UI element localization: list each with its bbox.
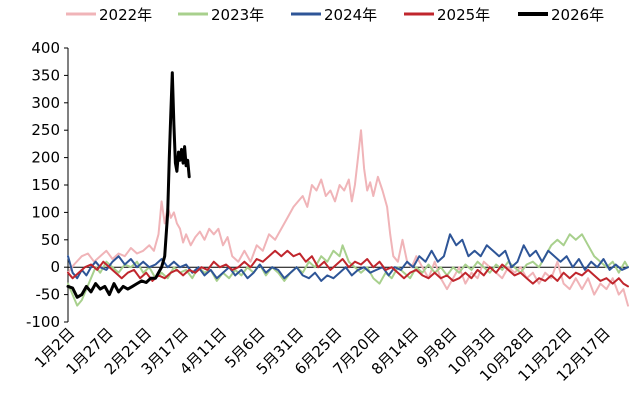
series-line-3 [67, 249, 629, 288]
y-tick-label: 250 [31, 121, 60, 139]
series-line-1 [67, 233, 629, 307]
y-tick-label: 300 [31, 94, 60, 112]
y-axis: -100 -50 0 50 100 150 200 250 300 350 400 [26, 39, 69, 331]
legend-label: 2025年 [437, 6, 490, 24]
plot-area [66, 71, 629, 307]
y-tick-label: 400 [31, 39, 60, 57]
series-line-4 [66, 71, 191, 299]
legend-label: 2023年 [211, 6, 264, 24]
y-tick-label: 100 [31, 203, 60, 221]
y-tick-label: 0 [50, 258, 60, 276]
x-axis: 1月2日1月27日2月21日3月17日4月11日5月6日5月31日6月25日7月… [31, 266, 628, 385]
series-line-2 [67, 233, 629, 282]
legend-label: 2026年 [551, 6, 604, 24]
legend-label: 2022年 [99, 6, 152, 24]
legend-label: 2024年 [324, 6, 377, 24]
chart-legend: 2022年 2023年 2024年 2025年 2026年 [66, 6, 604, 24]
y-tick-label: 50 [41, 231, 60, 249]
y-tick-label: -100 [26, 313, 60, 331]
y-tick-label: 150 [31, 176, 60, 194]
y-tick-label: 200 [31, 149, 60, 167]
y-tick-label: 350 [31, 66, 60, 84]
y-tick-label: -50 [36, 286, 61, 304]
